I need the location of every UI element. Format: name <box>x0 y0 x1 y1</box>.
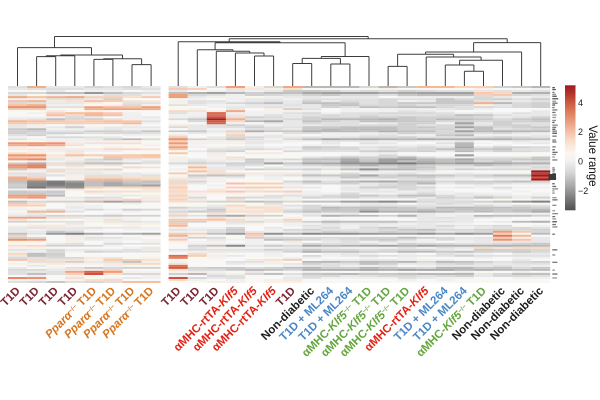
svg-text:0: 0 <box>578 157 583 167</box>
svg-text:4: 4 <box>578 98 583 108</box>
svg-text:Value range: Value range <box>586 125 598 186</box>
svg-text:2: 2 <box>578 127 583 137</box>
svg-text:−2: −2 <box>578 186 588 196</box>
